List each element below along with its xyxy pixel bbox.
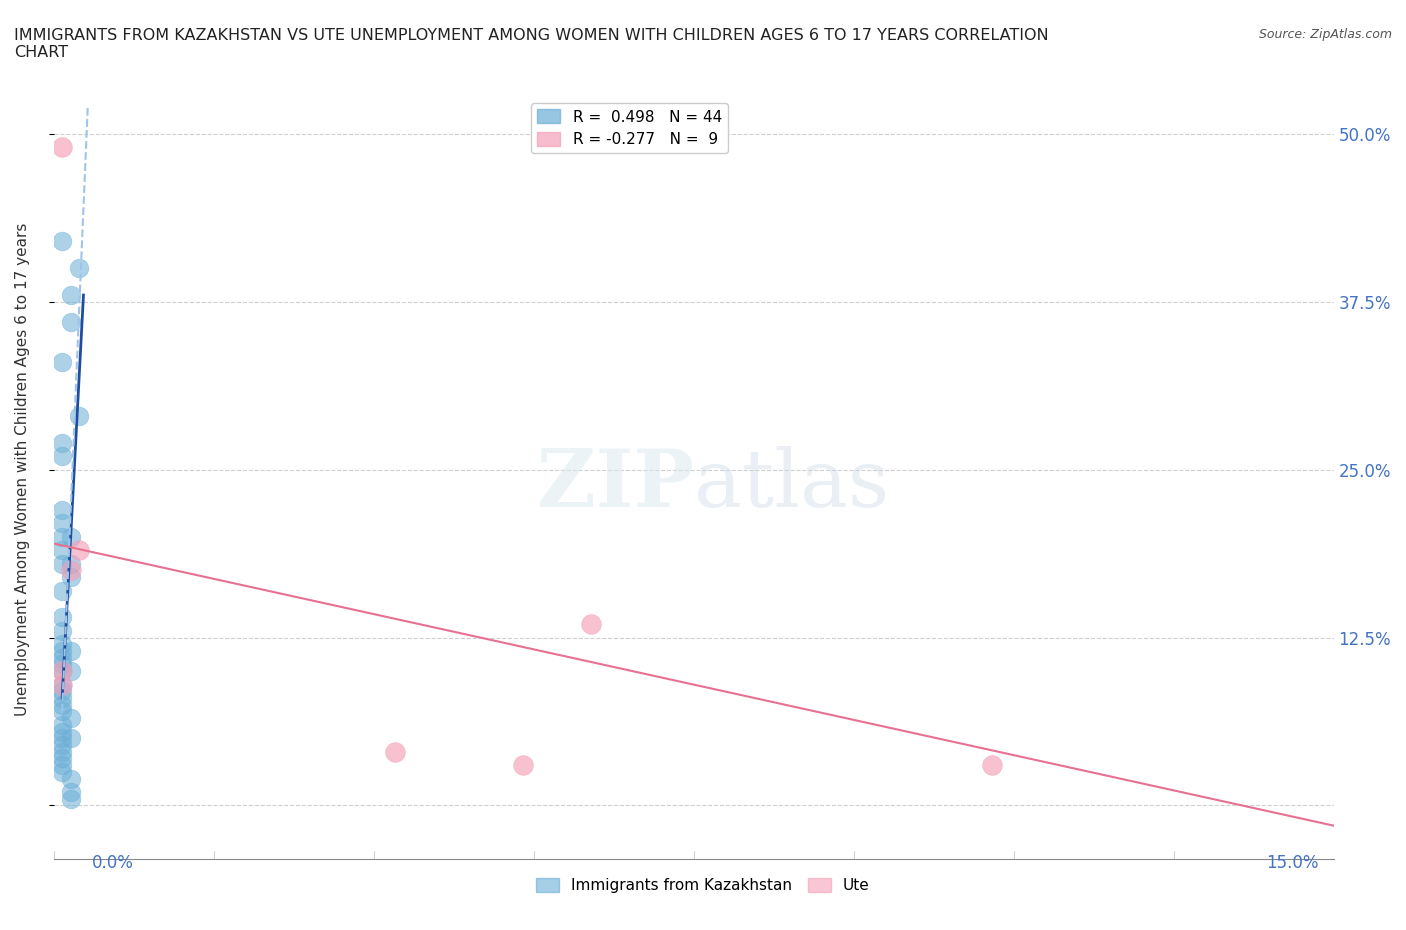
- Point: [51, 543, 73, 558]
- Point: [59, 563, 82, 578]
- Point: [51, 233, 73, 248]
- Text: IMMIGRANTS FROM KAZAKHSTAN VS UTE UNEMPLOYMENT AMONG WOMEN WITH CHILDREN AGES 6 : IMMIGRANTS FROM KAZAKHSTAN VS UTE UNEMPL…: [14, 28, 1049, 60]
- Point: [59, 771, 82, 786]
- Point: [51, 664, 73, 679]
- Point: [51, 657, 73, 671]
- Point: [51, 724, 73, 739]
- Point: [59, 644, 82, 658]
- Point: [67, 260, 90, 275]
- Legend: R =  0.498   N = 44, R = -0.277   N =  9: R = 0.498 N = 44, R = -0.277 N = 9: [531, 103, 728, 153]
- Point: [51, 623, 73, 638]
- Point: [51, 698, 73, 712]
- Point: [51, 610, 73, 625]
- Legend: Immigrants from Kazakhstan, Ute: Immigrants from Kazakhstan, Ute: [530, 871, 876, 899]
- Point: [51, 758, 73, 773]
- Point: [512, 758, 534, 773]
- Text: Source: ZipAtlas.com: Source: ZipAtlas.com: [1258, 28, 1392, 41]
- Point: [51, 644, 73, 658]
- Point: [51, 583, 73, 598]
- Point: [59, 570, 82, 585]
- Point: [51, 140, 73, 154]
- Point: [51, 691, 73, 706]
- Point: [51, 650, 73, 665]
- Point: [67, 543, 90, 558]
- Point: [59, 664, 82, 679]
- Point: [51, 637, 73, 652]
- Point: [384, 744, 406, 759]
- Y-axis label: Unemployment Among Women with Children Ages 6 to 17 years: Unemployment Among Women with Children A…: [15, 223, 30, 716]
- Point: [51, 731, 73, 746]
- Point: [51, 717, 73, 732]
- Point: [67, 408, 90, 423]
- Point: [51, 764, 73, 779]
- Point: [59, 556, 82, 571]
- Point: [51, 529, 73, 544]
- Point: [51, 684, 73, 698]
- Point: [51, 677, 73, 692]
- Text: ZIP: ZIP: [537, 446, 693, 525]
- Point: [51, 704, 73, 719]
- Point: [51, 751, 73, 766]
- Point: [59, 785, 82, 800]
- Point: [51, 744, 73, 759]
- Text: 15.0%: 15.0%: [1267, 854, 1319, 872]
- Point: [51, 737, 73, 752]
- Point: [59, 314, 82, 329]
- Point: [51, 435, 73, 450]
- Point: [59, 287, 82, 302]
- Point: [59, 791, 82, 806]
- Point: [51, 449, 73, 464]
- Point: [579, 617, 602, 631]
- Point: [51, 516, 73, 531]
- Point: [59, 731, 82, 746]
- Text: 0.0%: 0.0%: [91, 854, 134, 872]
- Point: [59, 711, 82, 725]
- Point: [51, 556, 73, 571]
- Text: atlas: atlas: [693, 446, 889, 525]
- Point: [51, 664, 73, 679]
- Point: [51, 502, 73, 517]
- Point: [51, 354, 73, 369]
- Point: [981, 758, 1004, 773]
- Point: [59, 529, 82, 544]
- Point: [51, 677, 73, 692]
